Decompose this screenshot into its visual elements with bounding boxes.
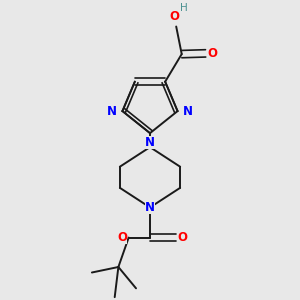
Text: O: O <box>169 10 179 23</box>
Text: N: N <box>145 201 155 214</box>
Text: O: O <box>207 47 217 60</box>
Text: N: N <box>107 105 117 118</box>
Text: O: O <box>117 231 127 244</box>
Text: H: H <box>180 3 188 13</box>
Text: N: N <box>183 105 193 118</box>
Text: N: N <box>145 136 155 149</box>
Text: O: O <box>177 231 188 244</box>
